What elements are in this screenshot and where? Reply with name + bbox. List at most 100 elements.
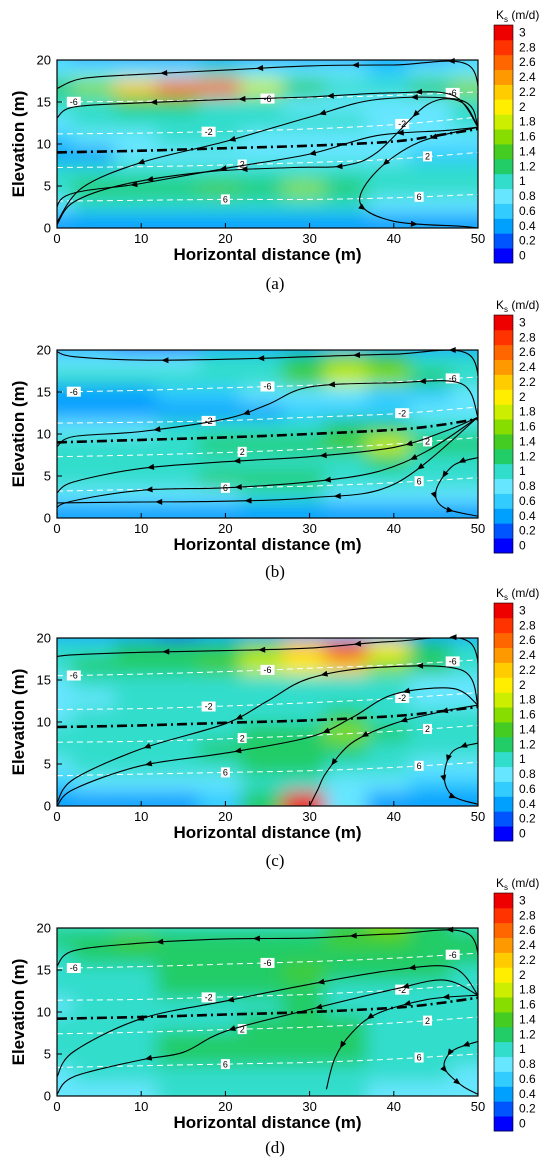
streamline-path [57,416,478,515]
colorbar-tick-label: 2.4 [519,648,536,662]
contour-label: 6 [223,768,228,778]
streamline-arrow [228,1025,236,1031]
streamline-path [57,98,478,225]
colorbar-swatch [494,1071,513,1087]
contour-label-bg [237,159,247,170]
colorbar-title-sub: s [504,883,508,892]
colorbar-swatch [494,99,513,115]
contour-label: -6 [70,97,78,107]
streamline-arrow [318,109,327,116]
colorbar-swatch [494,722,513,738]
colorbar-title: Ks (m/d) [496,298,539,314]
y-tick-label: 10 [37,715,51,730]
colorbar-tick-label: 0.8 [519,767,536,781]
x-tick-label: 20 [218,521,232,536]
contour-label: -2 [398,408,406,418]
colorbar-tick-label: 1.4 [519,144,536,158]
head-contour [57,1016,478,1035]
streamline-arrow [358,203,366,210]
colorbar-tick-label: 1.8 [519,983,536,997]
colorbar-title-unit: (m/d) [508,586,539,600]
streamline-arrow [160,69,168,76]
colorbar: 32.82.62.42.221.81.61.41.210.80.60.40.20… [493,586,539,842]
caption-c: (c) [265,851,285,870]
streamline-arrow [340,1040,347,1049]
contour-label: 6 [417,192,422,202]
caption-d: (d) [265,1138,285,1157]
colorbar-tick-label: 0.2 [519,812,536,826]
contour-label: 2 [425,437,430,447]
colorbar-swatch [494,796,513,812]
colorbar-swatch [494,389,513,405]
colorbar-tick-label: 2.4 [519,938,536,952]
streamline-arrow [244,497,252,504]
colorbar-tick-label: 2.6 [519,55,536,69]
colorbar-tick-label: 2.2 [519,85,536,99]
contour-label: 6 [223,1059,228,1069]
contour-label: 6 [417,761,422,771]
colorbar-swatch [494,538,513,554]
streamline-arrow [361,731,369,737]
ks-cell [72,791,127,806]
colorbar-tick-label: 2.8 [519,618,536,632]
x-tick-label: 0 [53,809,60,824]
colorbar-tick-label: 3 [519,603,526,617]
colorbar-tick-label: 0.8 [519,479,536,493]
contour-label: -6 [263,958,271,968]
colorbar-tick-label: 0.8 [519,1057,536,1071]
y-tick-label: 0 [44,511,51,526]
colorbar-tick-label: 1 [519,1042,526,1056]
contour-label-bg [66,386,81,397]
colorbar-tick-label: 2.6 [519,633,536,647]
streamline-arrow [256,65,264,71]
colorbar-swatch [494,907,513,924]
contour-label: -6 [70,963,78,973]
ks-cell [72,1081,127,1096]
colorbar-swatch [494,448,513,465]
contour-label: -6 [70,671,78,681]
streamline-arrow [234,483,242,490]
y-tick-label: 20 [37,343,51,358]
x-axis-title: Horizontal distance (m) [174,535,362,554]
colorbar-swatch [494,478,513,494]
contour-label: -2 [398,119,406,129]
colorbar-swatch [494,751,513,768]
streamline-arrow [403,1000,412,1006]
colorbar-swatch [494,54,513,71]
colorbar-tick-label: 1.4 [519,434,536,448]
colorbar-swatch [494,344,513,361]
colorbar-tick-label: 0 [519,1117,526,1131]
colorbar-swatch [494,434,513,450]
colorbar-swatch [494,69,513,85]
contour-label-bg [237,1024,247,1035]
colorbar-tick-label: 3 [519,893,526,907]
y-axis-title: Elevation (m) [9,669,28,776]
contour-label-bg [66,670,81,681]
y-tick-label: 15 [37,385,51,400]
colorbar-swatch [494,1086,513,1102]
x-axis-title: Horizontal distance (m) [174,823,362,842]
contour-label: 2 [240,1024,245,1034]
ks-field [57,928,478,1096]
colorbar-tick-label: 1 [519,464,526,478]
contour-label: -6 [449,88,457,98]
x-tick-label: 10 [134,1099,148,1114]
ks-cell [366,791,421,806]
streamline-arrow [219,165,227,172]
streamline-arrow [416,662,424,669]
x-tick-label: 20 [218,809,232,824]
contour-label-bg [237,733,247,744]
contour-label-bg [445,87,460,98]
streamline-arrow [257,355,265,362]
streamline-arrow [430,133,438,140]
streamline [57,60,478,128]
head-contour [57,436,478,458]
panel-d: -6 -6 -6 -2 -2 2 2 6 6 0 10 20 30 40 50 0 5 10 15 20 Horizon… [0,868,550,1158]
streamline-arrow [430,491,437,499]
colorbar-swatch [494,632,513,649]
streamline-arrow [453,1077,461,1085]
colorbar-tick-label: 1.2 [519,1027,536,1041]
colorbar-title-sub: s [504,593,508,602]
contour-label-bg [260,381,275,392]
